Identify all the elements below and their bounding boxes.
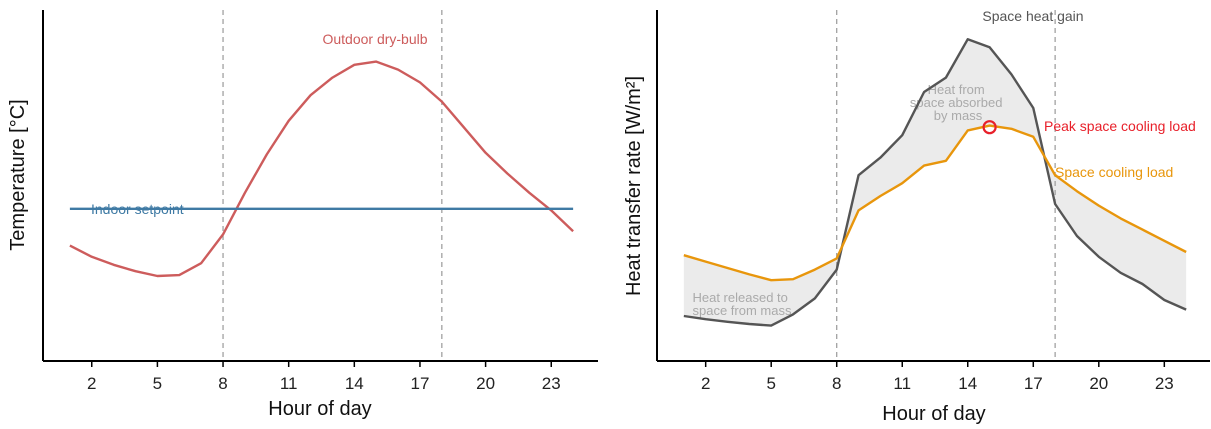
x-tick-label: 17	[1024, 374, 1043, 393]
peak-cooling-load-label: Peak space cooling load	[1044, 118, 1196, 134]
y-axis-title: Heat transfer rate [W/m²]	[623, 76, 645, 296]
x-tick-label: 20	[1089, 374, 1108, 393]
x-axis-title: Hour of day	[882, 403, 985, 425]
heat-released-annotation: Heat released to space from mass	[692, 290, 791, 318]
x-tick-label: 8	[218, 374, 227, 393]
x-tick-label: 5	[766, 374, 775, 393]
x-tick-label: 23	[1155, 374, 1174, 393]
x-tick-label: 8	[832, 374, 841, 393]
indoor-setpoint-label: Indoor setpoint	[91, 201, 184, 217]
mass-storage-area	[683, 39, 1187, 326]
series-line-0	[69, 60, 574, 278]
x-tick-label: 11	[893, 374, 911, 393]
x-tick-label: 2	[701, 374, 710, 393]
x-axis-title: Hour of day	[268, 398, 371, 420]
x-tick-label: 11	[280, 374, 298, 393]
x-tick-label: 17	[410, 374, 429, 393]
heat-transfer-chart: Heat from space absorbed by mass Heat re…	[623, 8, 1210, 425]
x-tick-label: 5	[153, 374, 162, 393]
space-heat-gain-label: Space heat gain	[982, 8, 1083, 24]
series-line-1	[683, 124, 1187, 282]
x-tick-label: 2	[87, 374, 96, 393]
series-line-0	[683, 38, 1187, 327]
space-cooling-load-label: Space cooling load	[1055, 164, 1173, 180]
peak-marker	[982, 120, 997, 135]
x-tick-label: 14	[345, 374, 364, 393]
y-axis-title: Temperature [°C]	[7, 99, 29, 250]
x-tick-label: 14	[958, 374, 977, 393]
heat-absorbed-annotation: Heat from space absorbed by mass	[910, 82, 1006, 123]
temperature-chart: 2 5 8 11 14 17 20 23 Outdoor dry-bulb Indoor se…	[7, 10, 598, 420]
outdoor-dry-bulb-label: Outdoor dry-bulb	[322, 31, 427, 47]
x-tick-label: 23	[542, 374, 561, 393]
x-tick-label: 20	[476, 374, 495, 393]
